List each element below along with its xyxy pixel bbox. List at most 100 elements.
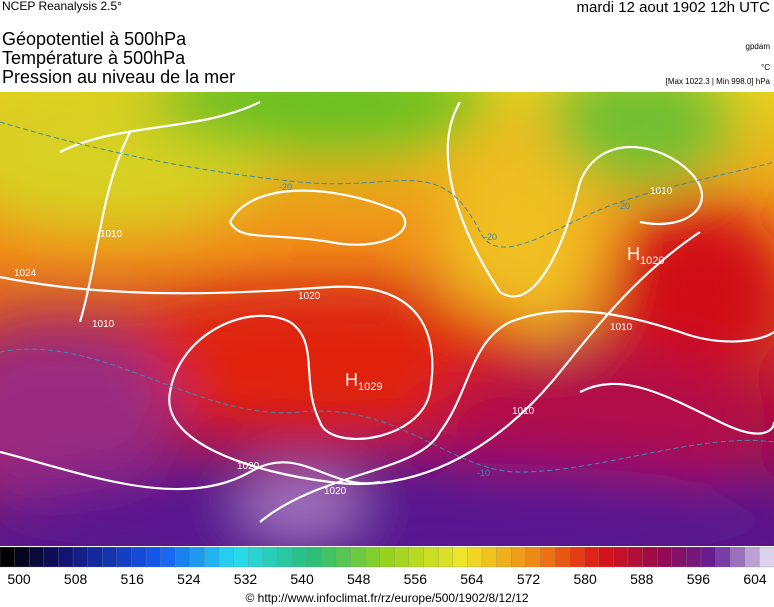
colorbar-label: 500 — [7, 571, 31, 587]
swatch — [671, 547, 688, 568]
swatch — [554, 547, 571, 568]
swatch — [233, 547, 249, 568]
isobar-label: 1024 — [14, 268, 37, 279]
swatch — [350, 547, 366, 568]
swatch — [408, 547, 425, 568]
swatch — [730, 547, 746, 568]
blob — [440, 132, 600, 352]
isotherms — [0, 121, 774, 473]
isobar-label: 1020 — [298, 291, 321, 302]
colorbar-label: 508 — [64, 571, 88, 587]
swatch — [262, 547, 279, 568]
swatch — [306, 547, 322, 568]
swatch — [759, 547, 774, 568]
swatch — [700, 547, 717, 568]
colorbar-label: 532 — [234, 571, 258, 587]
isobar-label: 1010 — [100, 229, 123, 240]
isobar-label: 1020 — [324, 486, 347, 497]
swatch — [686, 547, 702, 568]
swatch — [584, 547, 600, 568]
isobar-label: 1010 — [610, 322, 633, 333]
swatch — [642, 547, 658, 568]
swatch — [321, 547, 337, 568]
swatch — [29, 547, 45, 568]
swatch — [364, 547, 381, 568]
swatch — [598, 547, 615, 568]
swatch — [72, 547, 89, 568]
swatch — [175, 547, 191, 568]
isotherm-label: -20 — [484, 232, 497, 242]
blob — [150, 92, 490, 152]
colorbar: © http://www.infoclimat.fr/rz/europe/500… — [0, 547, 774, 605]
swatch — [335, 547, 352, 568]
isotherm-label: -20 — [617, 201, 630, 211]
swatch — [218, 547, 235, 568]
colorbar-label: 548 — [347, 571, 371, 587]
swatch — [437, 547, 454, 568]
swatch — [481, 547, 498, 568]
shading — [0, 92, 774, 546]
swatch — [277, 547, 293, 568]
center-value: 1020 — [640, 255, 664, 267]
colorbar-label: 556 — [404, 571, 428, 587]
swatch — [248, 547, 264, 568]
swatch — [627, 547, 644, 568]
colorbar-label: 604 — [743, 571, 767, 587]
blob — [0, 322, 180, 502]
colorbar-label: 580 — [573, 571, 597, 587]
colorbar-label: 588 — [630, 571, 654, 587]
swatch — [496, 547, 512, 568]
swatch — [452, 547, 468, 568]
swatch — [744, 547, 761, 568]
colorbar-label: 572 — [517, 571, 541, 587]
swatch — [102, 547, 118, 568]
swatch — [510, 547, 527, 568]
swatch — [204, 547, 220, 568]
swatch — [657, 547, 673, 568]
swatch — [58, 547, 74, 568]
isobar — [0, 450, 381, 491]
swatch — [569, 547, 585, 568]
swatch — [394, 547, 410, 568]
isobars — [0, 101, 774, 523]
swatch — [43, 547, 60, 568]
footer: © http://www.infoclimat.fr/rz/europe/500… — [246, 591, 529, 605]
swatch — [613, 547, 629, 568]
colorbar-label: 564 — [460, 571, 484, 587]
colorbar-label: 540 — [290, 571, 314, 587]
center-value: 1029 — [358, 381, 382, 393]
isobar-label: 1010 — [512, 406, 535, 417]
swatch — [131, 547, 147, 568]
swatch — [189, 547, 206, 568]
swatch — [467, 547, 483, 568]
colorbar-label: 516 — [121, 571, 145, 587]
colorbar-label: 524 — [177, 571, 201, 587]
source: NCEP Reanalysis 2.5° — [2, 0, 122, 13]
title: Géopotentiel à 500hPa — [2, 29, 187, 49]
swatch — [0, 547, 16, 568]
swatch — [423, 547, 439, 568]
swatch — [14, 547, 30, 568]
swatch — [525, 547, 541, 568]
isobar — [59, 101, 407, 246]
isobar — [259, 310, 774, 523]
swatch — [145, 547, 162, 568]
unit: °C — [761, 63, 770, 72]
isobar — [446, 101, 703, 298]
title: Température à 500hPa — [2, 48, 186, 68]
colorbar-label: 596 — [687, 571, 711, 587]
isotherm-label: -10 — [477, 468, 490, 478]
isotherm-label: -20 — [279, 182, 292, 192]
blob — [430, 352, 770, 492]
isobar-label: 1010 — [92, 319, 115, 330]
swatch — [87, 547, 103, 568]
isobar — [0, 231, 701, 485]
center-letter: H — [345, 370, 358, 390]
isobar-label: 1010 — [650, 186, 673, 197]
blob — [610, 202, 774, 382]
blob — [0, 462, 774, 546]
center-letter: H — [627, 244, 640, 264]
swatch — [160, 547, 176, 568]
